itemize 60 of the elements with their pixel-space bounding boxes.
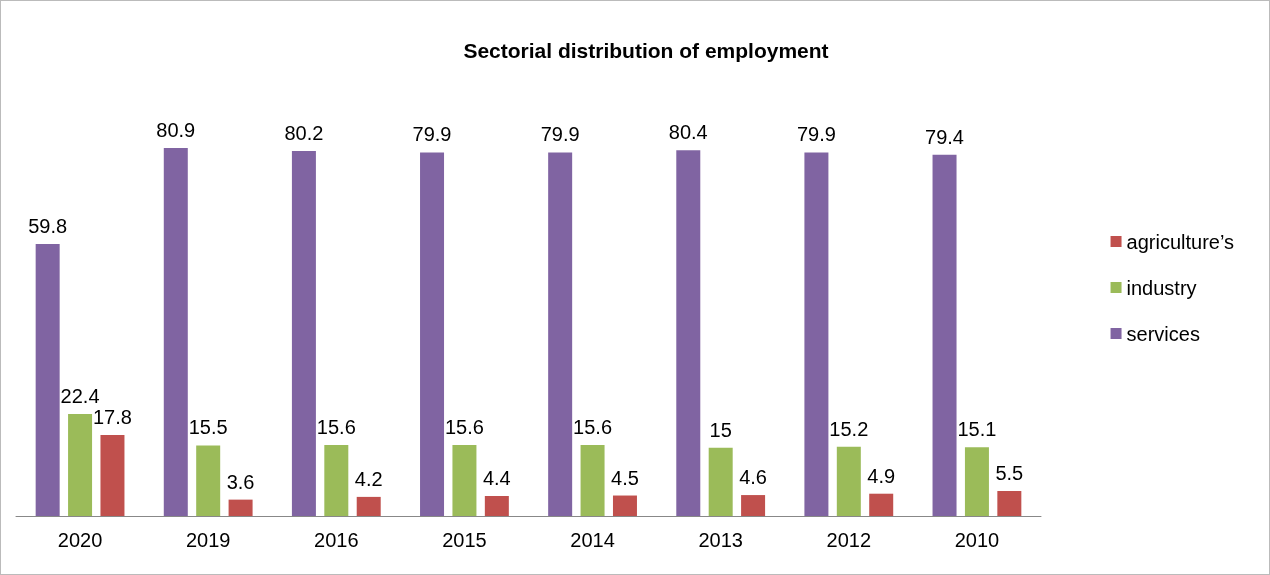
bar [548,152,573,516]
data-label: 5.5 [995,461,1024,484]
data-label: 15.5 [188,416,228,439]
data-label: 79.4 [925,125,965,148]
bar [356,496,381,516]
bar [291,151,316,516]
bar [612,495,637,516]
bar [35,243,60,516]
data-label: 79.9 [412,123,452,146]
x-tick-label: 2014 [570,529,615,551]
bar [420,152,445,516]
data-label: 80.9 [156,118,196,141]
bar [836,446,861,516]
bar [869,493,894,516]
chart-title: Sectorial distribution of employment [463,39,829,62]
data-label: 22.4 [60,385,100,408]
bar [228,499,253,516]
data-label: 15.6 [444,416,484,439]
data-label: 4.5 [611,466,639,489]
data-label: 15.2 [829,417,869,440]
bar [580,445,605,516]
legend-label: industry [1126,276,1197,299]
x-tick-label: 2016 [314,529,359,551]
data-label: 4.4 [482,466,511,489]
x-tick-label: 2012 [826,529,872,551]
bar [68,414,93,516]
x-tick-label: 2010 [954,529,1000,551]
bar [196,445,221,516]
x-tick-label: 2020 [57,529,103,551]
data-label: 3.6 [226,470,255,493]
bar [997,490,1022,516]
data-label: 59.8 [28,214,68,237]
data-label: 80.4 [668,121,708,144]
data-label: 80.2 [284,122,324,145]
bar [484,495,509,516]
bar [804,152,829,516]
data-label: 79.9 [540,123,580,146]
legend-label: services [1126,322,1200,345]
bar [964,447,989,516]
data-label: 15 [709,418,732,441]
legend-label: agriculture’s [1126,230,1235,253]
bar [676,150,701,516]
data-label: 4.9 [867,464,896,487]
bar [100,435,125,516]
x-tick-label: 2015 [442,529,487,551]
bar [708,447,733,516]
bar [452,445,477,516]
x-tick-label: 2019 [185,529,231,551]
data-label: 4.6 [739,466,767,489]
x-tick-label: 2013 [698,529,743,551]
data-label: 15.6 [316,416,356,439]
data-label: 79.9 [796,123,836,146]
bar [741,495,766,516]
bar [932,154,957,516]
data-label: 17.8 [92,406,132,429]
data-label: 4.2 [354,467,383,490]
data-label: 15.1 [957,418,997,441]
data-label: 15.6 [573,416,613,439]
bar [324,445,349,516]
bar [163,147,188,516]
